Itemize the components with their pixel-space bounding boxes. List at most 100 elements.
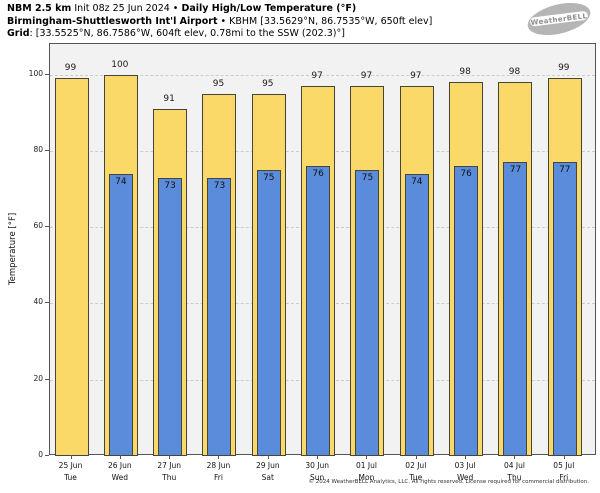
- high-value-label: 97: [410, 70, 422, 81]
- y-tick-mark: [45, 378, 49, 380]
- x-tick-date: 29 Jun: [255, 461, 280, 470]
- gridline: [50, 74, 595, 76]
- model-name: NBM 2.5 km: [7, 3, 72, 14]
- high-value-label: 95: [262, 78, 274, 89]
- low-value-label: 76: [312, 169, 324, 180]
- x-tick-mark: [119, 455, 121, 459]
- low-bar: 74: [404, 173, 429, 456]
- copyright-notice: © 2024 WeatherBELL Analytics, LLC. All r…: [308, 479, 589, 485]
- x-tick-mark: [465, 455, 467, 459]
- x-tick-label: 29 Jun Sat: [240, 460, 296, 483]
- low-value-label: 73: [164, 180, 176, 191]
- high-bar: [54, 78, 89, 456]
- x-tick-date: 27 Jun: [157, 461, 181, 470]
- x-tick-date: 01 Jul: [355, 461, 377, 470]
- x-tick-label: 01 Jul Mon: [338, 460, 394, 483]
- x-tick-label: 30 Jun Sun: [289, 460, 345, 483]
- low-bar: 76: [306, 166, 331, 456]
- x-tick-day: Fri: [559, 472, 569, 482]
- x-tick-label: 04 Jul Thu: [486, 460, 542, 483]
- low-bar: 74: [108, 173, 133, 456]
- low-value-label: 77: [509, 165, 522, 176]
- high-value-label: 98: [508, 67, 521, 78]
- x-tick-mark: [218, 455, 220, 459]
- y-tick-mark: [45, 226, 49, 228]
- x-tick-day: Fri: [214, 472, 223, 482]
- y-tick-mark: [45, 149, 49, 151]
- x-tick-label: 25 Jun Tue: [43, 460, 99, 483]
- low-value-label: 73: [213, 180, 226, 191]
- y-tick-label: 80: [33, 144, 43, 154]
- x-tick-date: 30 Jun: [305, 461, 329, 470]
- y-tick-mark: [45, 73, 49, 75]
- x-tick-label: 27 Jun Thu: [141, 460, 197, 483]
- x-tick-mark: [267, 455, 269, 459]
- low-value-label: 75: [361, 172, 374, 183]
- x-tick-day: Tue: [409, 472, 423, 482]
- high-value-label: 99: [64, 63, 77, 74]
- x-tick-label: 02 Jul Tue: [388, 460, 444, 483]
- x-tick-label: 26 Jun Wed: [92, 460, 148, 483]
- low-bar: 75: [256, 169, 281, 456]
- x-tick-mark: [563, 455, 565, 459]
- chart-header: NBM 2.5 km Init 08z 25 Jun 2024 • Daily …: [7, 3, 432, 41]
- x-tick-date: 03 Jul: [454, 461, 476, 470]
- chart-title: Daily High/Low Temperature (°F): [181, 3, 357, 14]
- x-tick-mark: [169, 455, 171, 459]
- plot-area: 74 73 73 75 76 75 74 76 77 77: [49, 43, 596, 456]
- station-name: Birmingham-Shuttlesworth Int'l Airport: [7, 15, 218, 27]
- high-value-label: 91: [163, 93, 175, 104]
- y-tick-mark: [45, 302, 49, 304]
- high-value-label: 99: [558, 63, 570, 74]
- high-value-label: 95: [212, 78, 225, 89]
- x-tick-day: Sat: [261, 472, 274, 482]
- x-tick-day: Sun: [310, 472, 325, 482]
- grid-coords: : [33.5525°N, 86.7586°W, 604ft elev, 0.7…: [29, 28, 345, 39]
- x-tick-mark: [415, 455, 417, 459]
- header-line-3: Grid: [33.5525°N, 86.7586°W, 604ft elev,…: [7, 28, 432, 41]
- x-tick-day: Thu: [162, 472, 177, 482]
- x-tick-day: Mon: [358, 472, 375, 482]
- x-tick-day: Thu: [507, 472, 522, 482]
- low-value-label: 74: [411, 176, 423, 187]
- grid-label: Grid: [7, 28, 30, 39]
- y-tick-mark: [45, 455, 49, 456]
- high-value-label: 97: [360, 70, 373, 81]
- high-value-label: 98: [459, 67, 471, 78]
- high-value-label: 100: [111, 59, 129, 70]
- low-bar: 73: [158, 177, 183, 456]
- y-tick-label: 20: [33, 373, 43, 383]
- low-value-label: 75: [263, 172, 275, 183]
- x-tick-label: 03 Jul Wed: [437, 460, 493, 483]
- y-tick-label: 100: [28, 68, 43, 78]
- low-bar: 77: [503, 162, 528, 456]
- header-line-1: NBM 2.5 km Init 08z 25 Jun 2024 • Daily …: [7, 3, 432, 16]
- init-time: Init 08z 25 Jun 2024 •: [71, 3, 182, 14]
- low-bar: 73: [207, 177, 232, 456]
- low-bar: 77: [552, 162, 577, 456]
- x-tick-date: 26 Jun: [108, 461, 132, 470]
- low-bar: 76: [454, 166, 479, 456]
- low-value-label: 74: [115, 176, 127, 187]
- y-tick-label: 60: [33, 221, 43, 231]
- low-value-label: 76: [460, 169, 472, 180]
- x-tick-mark: [514, 455, 516, 459]
- x-tick-day: Tue: [64, 472, 77, 482]
- x-tick-date: 05 Jul: [553, 461, 575, 470]
- x-tick-mark: [366, 455, 368, 459]
- low-value-label: 77: [559, 165, 571, 176]
- high-value-label: 97: [311, 70, 323, 81]
- x-tick-date: 02 Jul: [405, 461, 427, 470]
- x-tick-date: 28 Jun: [206, 461, 231, 470]
- x-tick-mark: [317, 455, 319, 459]
- x-tick-date: 25 Jun: [58, 461, 83, 470]
- station-coords: • KBHM [33.5629°N, 86.7535°W, 650ft elev…: [217, 15, 433, 27]
- x-tick-date: 04 Jul: [503, 461, 525, 470]
- x-tick-day: Wed: [111, 472, 128, 482]
- x-tick-label: 28 Jun Fri: [190, 460, 246, 483]
- y-tick-label: 0: [38, 450, 43, 459]
- x-tick-mark: [70, 455, 72, 459]
- low-bar: 75: [355, 169, 380, 456]
- header-line-2: Birmingham-Shuttlesworth Int'l Airport •…: [7, 16, 432, 29]
